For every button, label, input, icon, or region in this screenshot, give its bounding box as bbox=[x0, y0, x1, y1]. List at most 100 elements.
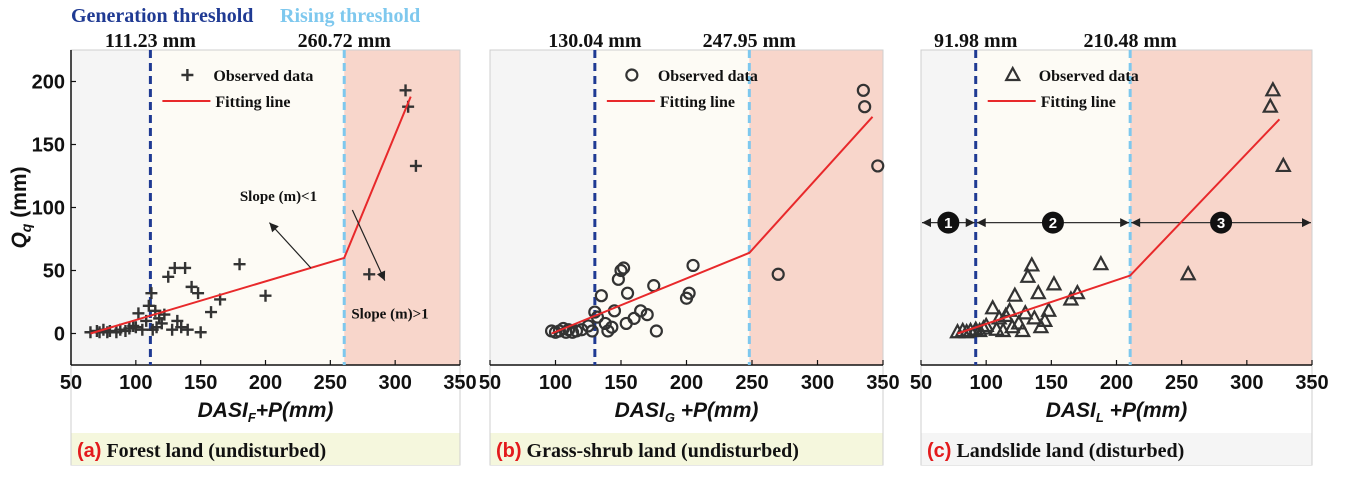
generation-threshold-value: 111.23 mm bbox=[105, 30, 196, 52]
observed-point bbox=[585, 324, 599, 338]
observed-point bbox=[627, 311, 641, 325]
x-tick-label: 200 bbox=[249, 372, 282, 394]
zone-rising bbox=[344, 50, 460, 365]
x-axis-base: DASI bbox=[1046, 399, 1097, 422]
legend-observed-marker bbox=[181, 69, 194, 81]
x-axis-subscript: F bbox=[248, 410, 257, 425]
x-tick-label: 300 bbox=[801, 372, 834, 394]
legend-observed-label: Observed data bbox=[213, 68, 313, 85]
x-axis-label: DASIG +P(mm) bbox=[615, 399, 759, 425]
zone-rising bbox=[749, 50, 883, 365]
x-tick-label: 250 bbox=[735, 372, 768, 394]
caption-text: Forest land (undisturbed) bbox=[101, 440, 326, 462]
observed-point bbox=[984, 298, 1002, 315]
caption-box bbox=[490, 433, 883, 465]
observed-point bbox=[871, 159, 885, 173]
zone-rising bbox=[1130, 50, 1312, 365]
fitting-line bbox=[551, 116, 874, 335]
x-tick-label: 50 bbox=[910, 372, 932, 394]
zone-arrowhead bbox=[976, 218, 986, 228]
observed-point bbox=[1029, 283, 1047, 300]
y-axis-unit: (mm) bbox=[8, 166, 31, 223]
observed-point bbox=[145, 287, 158, 300]
x-tick-label: 350 bbox=[443, 372, 476, 394]
caption-letter: (c) bbox=[927, 440, 951, 462]
caption-letter: (a) bbox=[77, 440, 101, 462]
observed-point bbox=[1014, 321, 1032, 338]
observed-point bbox=[611, 272, 625, 286]
caption: (a) Forest land (undisturbed) bbox=[77, 440, 326, 462]
observed-point bbox=[620, 286, 635, 300]
observed-point bbox=[1010, 314, 1028, 330]
legend-observed-marker bbox=[1004, 65, 1022, 82]
x-axis-label: DASIL +P(mm) bbox=[1046, 399, 1188, 425]
observed-point bbox=[168, 261, 181, 274]
x-tick-label: 50 bbox=[60, 372, 82, 394]
axis-area bbox=[71, 365, 460, 433]
observed-point bbox=[598, 316, 612, 331]
legend-fitting-label: Fitting line bbox=[215, 94, 290, 111]
observed-point bbox=[194, 326, 207, 339]
legend-observed-marker bbox=[625, 68, 639, 82]
x-tick-label: 100 bbox=[119, 372, 152, 394]
observed-point bbox=[682, 286, 696, 300]
x-tick-label: 50 bbox=[479, 372, 501, 394]
observed-point bbox=[1036, 311, 1054, 327]
observed-point bbox=[1003, 317, 1021, 334]
x-tick-label: 150 bbox=[604, 372, 637, 394]
zone-arrowhead bbox=[1120, 218, 1130, 228]
generation-threshold-header: Generation threshold bbox=[71, 5, 253, 27]
observed-point bbox=[1019, 267, 1037, 283]
zone-arrowhead bbox=[922, 218, 931, 228]
observed-point bbox=[399, 84, 412, 97]
observed-point bbox=[1179, 264, 1197, 281]
observed-point bbox=[594, 289, 608, 303]
observed-point bbox=[136, 323, 149, 336]
observed-point bbox=[1261, 97, 1279, 113]
zone-badge bbox=[1210, 211, 1233, 234]
observed-point bbox=[162, 270, 175, 283]
legend-fitting-label: Fitting line bbox=[1041, 94, 1116, 111]
x-tick-label: 250 bbox=[1165, 372, 1198, 394]
y-tick-label: 100 bbox=[32, 198, 65, 220]
generation-threshold-value: 130.04 mm bbox=[548, 30, 642, 52]
slope-arrow bbox=[268, 222, 312, 269]
rising-threshold-value: 247.95 mm bbox=[703, 30, 797, 52]
y-tick-label: 200 bbox=[32, 72, 65, 94]
x-axis-label: DASIF+P(mm) bbox=[198, 399, 334, 425]
zone-label: 2 bbox=[1049, 215, 1057, 232]
zone-pre-generation bbox=[490, 50, 595, 365]
observed-point bbox=[205, 306, 218, 319]
x-tick-label: 300 bbox=[1230, 372, 1263, 394]
slope-annotation: Slope (m)>1 bbox=[351, 306, 428, 322]
axis-area bbox=[490, 365, 883, 433]
x-tick-label: 300 bbox=[378, 372, 411, 394]
y-axis-subscript: q bbox=[18, 223, 34, 232]
caption-text: Grass-shrub land (undisturbed) bbox=[522, 440, 799, 462]
observed-point bbox=[617, 261, 631, 275]
observed-point bbox=[175, 321, 188, 334]
observed-point bbox=[649, 324, 663, 338]
observed-point bbox=[1023, 256, 1041, 272]
observed-point bbox=[949, 322, 966, 339]
observed-point bbox=[259, 289, 272, 302]
legend-observed-label: Observed data bbox=[658, 68, 758, 85]
observed-point bbox=[686, 258, 700, 273]
observed-point bbox=[640, 308, 654, 322]
caption: (c) Landslide land (disturbed) bbox=[927, 440, 1184, 462]
generation-threshold-value: 91.98 mm bbox=[934, 30, 1018, 52]
observed-point bbox=[1045, 275, 1063, 291]
x-axis-base: DASI bbox=[615, 399, 666, 422]
x-tick-label: 100 bbox=[969, 372, 1002, 394]
panels: (a) Forest land (undisturbed) 50 100 150 200… bbox=[8, 30, 1329, 466]
rising-threshold-value: 260.72 mm bbox=[298, 30, 392, 52]
y-axis-symbol: Q bbox=[8, 232, 31, 248]
observed-point bbox=[1040, 301, 1058, 317]
rising-threshold-header: Rising threshold bbox=[280, 5, 420, 27]
slope-arrowhead bbox=[376, 270, 386, 281]
observed-point bbox=[132, 307, 145, 320]
fitting-line bbox=[90, 96, 412, 335]
slope-arrow bbox=[351, 209, 386, 281]
observed-point bbox=[614, 263, 628, 278]
